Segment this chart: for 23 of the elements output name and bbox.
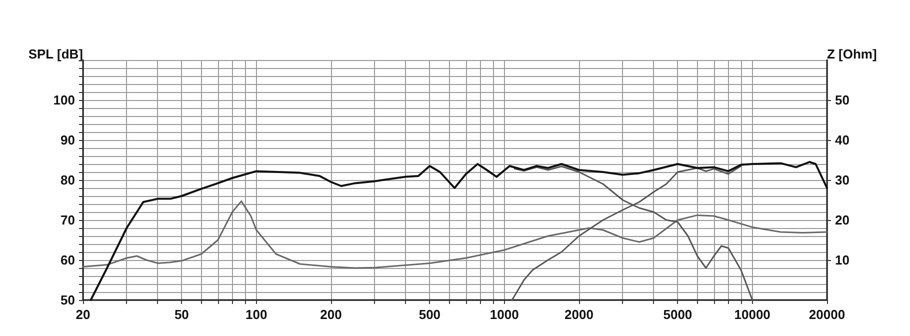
x-tick-label: 50 (174, 307, 189, 322)
y2-tick-label: 30 (835, 172, 850, 188)
y2-tick-label: 50 (835, 92, 850, 108)
y2-tick-label: 10 (835, 252, 850, 268)
y2-tick-label: 20 (835, 212, 850, 228)
x-tick-label: 10000 (734, 307, 770, 322)
y2-tick-label: 40 (835, 132, 850, 148)
y-tick-label: 100 (53, 92, 75, 108)
y-axis-title: SPL [dB] (28, 46, 83, 62)
y-tick-label: 60 (60, 252, 75, 268)
y-tick-label: 50 (60, 292, 75, 308)
y-tick-label: 90 (60, 132, 75, 148)
x-tick-label: 5000 (663, 307, 692, 322)
y-tick-label: 70 (60, 212, 75, 228)
y-tick-label: 80 (60, 172, 75, 188)
x-tick-label: 100 (245, 307, 268, 322)
x-tick-label: 1000 (490, 307, 519, 322)
x-tick-label: 200 (320, 307, 342, 322)
x-tick-label: 20000 (808, 307, 846, 322)
x-tick-label: 20 (76, 307, 90, 322)
x-tick-label: 500 (418, 307, 441, 322)
x-tick-label: 2000 (564, 307, 594, 322)
y2-axis-title: Z [Ohm] (827, 46, 877, 62)
